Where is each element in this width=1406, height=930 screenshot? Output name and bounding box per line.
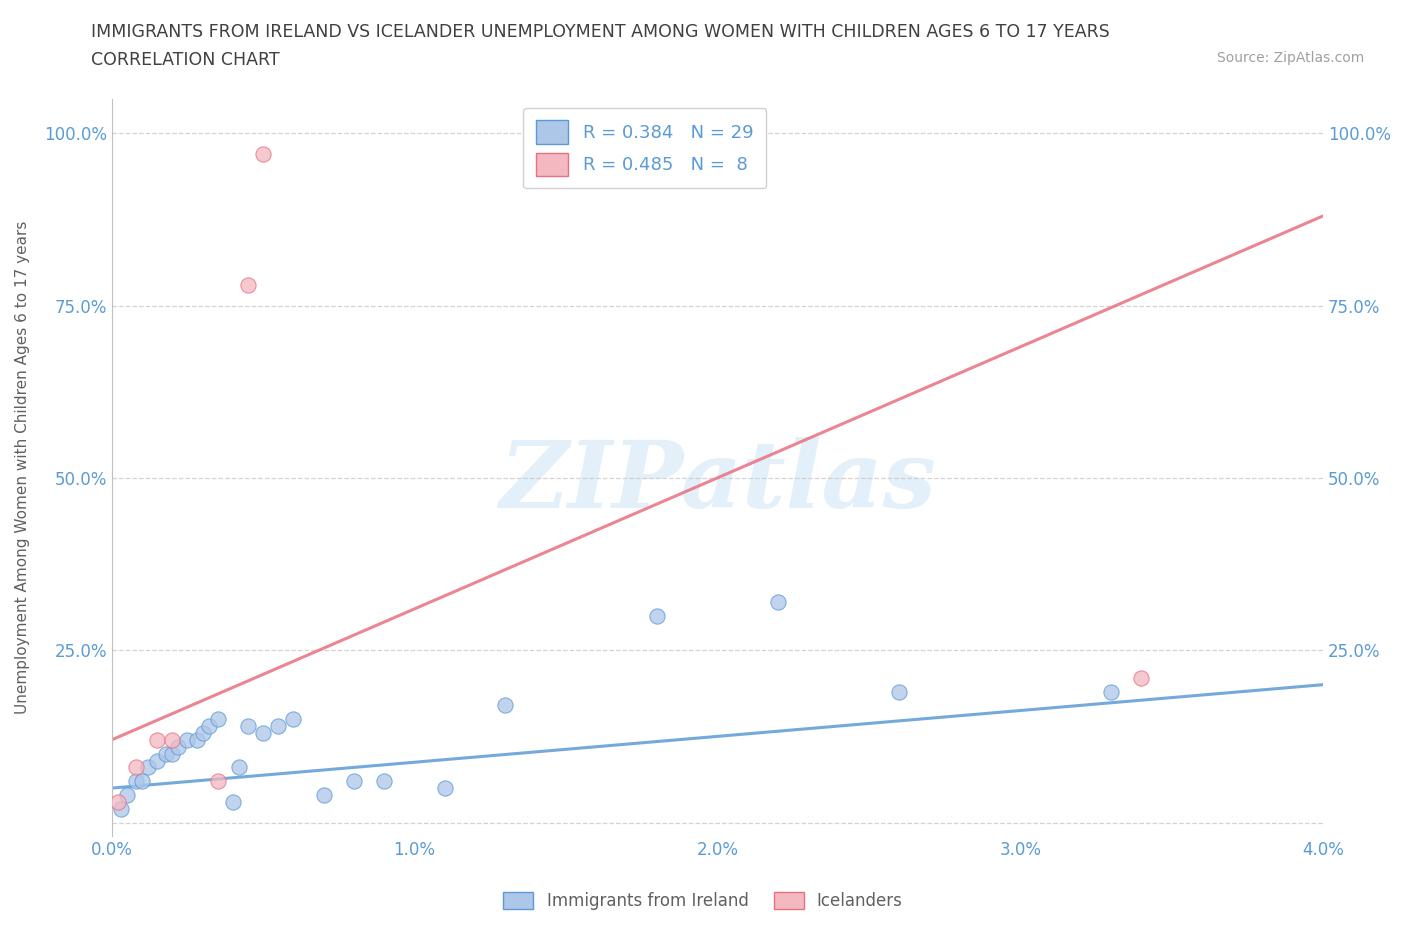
Point xyxy=(207,711,229,726)
Point xyxy=(191,725,214,740)
Point xyxy=(766,594,789,609)
Point xyxy=(312,788,335,803)
Point xyxy=(125,774,148,789)
Text: IMMIGRANTS FROM IRELAND VS ICELANDER UNEMPLOYMENT AMONG WOMEN WITH CHILDREN AGES: IMMIGRANTS FROM IRELAND VS ICELANDER UNE… xyxy=(91,23,1111,41)
Point xyxy=(207,774,229,789)
Point xyxy=(252,725,274,740)
Legend: R = 0.384   N = 29, R = 0.485   N =  8: R = 0.384 N = 29, R = 0.485 N = 8 xyxy=(523,108,766,189)
Point xyxy=(433,780,456,795)
Point xyxy=(115,788,138,803)
Point xyxy=(110,802,132,817)
Point xyxy=(1099,684,1122,699)
Point xyxy=(222,794,245,809)
Legend: Immigrants from Ireland, Icelanders: Immigrants from Ireland, Icelanders xyxy=(496,885,910,917)
Point xyxy=(162,746,184,761)
Text: ZIPatlas: ZIPatlas xyxy=(499,437,936,527)
Point xyxy=(125,760,148,775)
Point xyxy=(283,711,305,726)
Y-axis label: Unemployment Among Women with Children Ages 6 to 17 years: Unemployment Among Women with Children A… xyxy=(15,220,30,714)
Point xyxy=(228,760,250,775)
Point xyxy=(155,746,177,761)
Text: CORRELATION CHART: CORRELATION CHART xyxy=(91,51,280,69)
Point xyxy=(373,774,395,789)
Point xyxy=(236,277,259,292)
Point xyxy=(167,739,190,754)
Point xyxy=(252,146,274,161)
Point xyxy=(645,608,668,623)
Point xyxy=(186,733,208,748)
Point xyxy=(1130,671,1153,685)
Point xyxy=(162,733,184,748)
Point xyxy=(343,774,366,789)
Point xyxy=(136,760,159,775)
Point xyxy=(267,719,290,734)
Point xyxy=(146,733,169,748)
Text: Source: ZipAtlas.com: Source: ZipAtlas.com xyxy=(1216,51,1364,65)
Point xyxy=(236,719,259,734)
Point xyxy=(197,719,219,734)
Point xyxy=(889,684,911,699)
Point xyxy=(146,753,169,768)
Point xyxy=(131,774,153,789)
Point xyxy=(494,698,516,712)
Point xyxy=(176,733,198,748)
Point xyxy=(107,794,129,809)
